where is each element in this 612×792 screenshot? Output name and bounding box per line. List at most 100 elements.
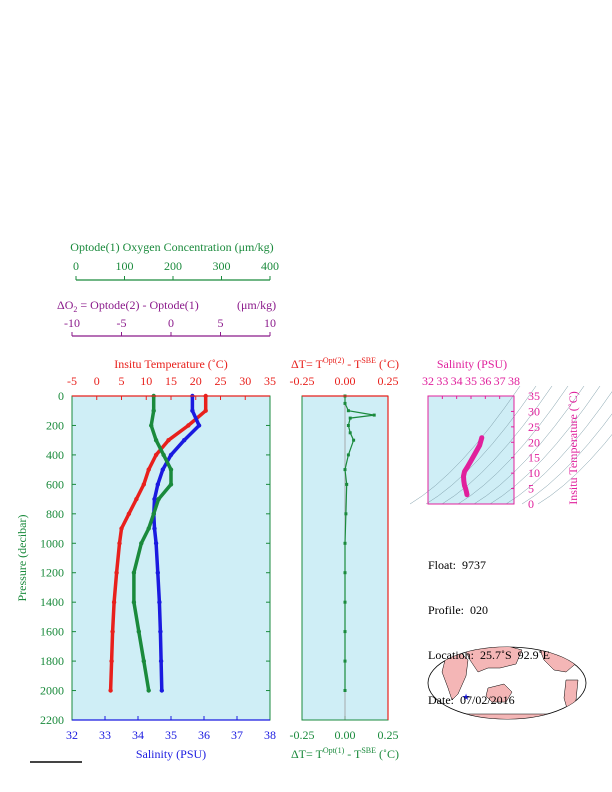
delta-t-top-tick-label: 0.25 — [378, 374, 399, 388]
temperature-point — [110, 629, 115, 634]
oxygen-point — [168, 467, 174, 472]
temperature-point — [146, 467, 151, 472]
profile-row: Profile: 020 — [428, 603, 488, 617]
oxygen-point — [151, 408, 156, 413]
delta-t-point — [372, 413, 376, 417]
delta-t-point — [343, 659, 347, 663]
temperature-point — [119, 526, 124, 531]
delta-t-bottom-tick-label: -0.25 — [290, 728, 315, 742]
salinity-point — [196, 423, 202, 428]
temperature-point — [108, 688, 113, 693]
pressure-tick-label: 1200 — [40, 566, 64, 580]
ts-y-title: Insitu Temperature (˚C) — [566, 391, 580, 505]
oxygen-point — [149, 423, 154, 428]
oxygen-point — [151, 511, 156, 516]
temperature-point — [134, 496, 139, 502]
temperature-point — [114, 570, 119, 575]
salinity-tick-label: 32 — [66, 728, 78, 742]
temperature-point — [186, 423, 191, 428]
pressure-tick-label: 200 — [46, 418, 64, 432]
oxygen-point — [168, 482, 174, 487]
delta-t-point — [345, 482, 349, 486]
ts-density-contour — [425, 385, 537, 505]
temperature-point — [166, 438, 171, 443]
delta-o2-legend-units: (μm/kg) — [237, 298, 276, 312]
ts-density-contour — [505, 391, 612, 505]
temperature-point — [111, 600, 117, 605]
salinity-tick-label: 35 — [165, 728, 177, 742]
oxygen-tick-label: 400 — [261, 259, 279, 273]
salinity-axis-title: Salinity (PSU) — [136, 747, 206, 761]
oxygen-point — [131, 600, 137, 605]
delta-t-point — [343, 541, 347, 545]
map-land-asia — [463, 647, 523, 673]
ts-x-tick-label: 36 — [479, 374, 491, 388]
ts-y-tick-label: 10 — [528, 466, 540, 480]
delta-t-point — [346, 453, 350, 457]
oxygen-tick-label: 100 — [116, 259, 134, 273]
ts-y-tick-label: 30 — [528, 404, 540, 418]
delta-t-line — [344, 396, 375, 691]
temperature-ticks: -5 0 5 10 15 20 25 30 35 — [67, 374, 276, 400]
delta-t-point — [343, 630, 347, 634]
salinity-profile-line — [152, 394, 201, 693]
salinity-tick-label: 37 — [231, 728, 243, 742]
oxygen-point — [141, 658, 146, 664]
oxygen-point — [156, 496, 161, 502]
pressure-tick-label: 2000 — [40, 684, 64, 698]
ts-density-contour — [457, 385, 569, 505]
pressure-ticks: 0 200 400 600 800 1000 1200 1400 1600 1800 2000 220… — [40, 389, 270, 727]
delta-o2-tick-label: 10 — [264, 316, 276, 330]
oxygen-point — [131, 570, 137, 575]
delta-t-point — [343, 689, 347, 692]
ts-plot: Salinity (PSU) 32 33 34 35 36 37 38 0510152025… — [409, 357, 612, 511]
ts-density-contour — [473, 385, 585, 505]
ts-point — [461, 474, 466, 479]
ts-x-tick-label: 33 — [436, 374, 448, 388]
oxygen-point — [146, 688, 151, 693]
salinity-point — [157, 600, 162, 605]
float-info: Float: 9737 Profile: 020 Location: 25.7˚… — [428, 528, 550, 723]
delta-t-plot: ΔT= TOpt(2) - TSBE (˚C) -0.25 0.00 0.25 -0… — [290, 356, 400, 761]
pressure-tick-label: 1000 — [40, 536, 64, 550]
ts-point — [479, 435, 484, 440]
delta-t-bottom-title: ΔT= TOpt(1) - TSBE (˚C) — [291, 746, 399, 761]
float-location-marker: ★ — [462, 693, 470, 703]
delta-o2-tick-label: -10 — [64, 316, 80, 330]
temperature-tick-label: 30 — [239, 374, 251, 388]
ts-title: Salinity (PSU) — [437, 357, 507, 371]
main-plot: Insitu Temperature (˚C) -5 0 5 10 15 20 25 30 35… — [15, 357, 276, 761]
ts-y-tick-label: 15 — [528, 451, 540, 465]
temperature-point — [141, 482, 146, 487]
delta-o2-legend-ticks: -10 -5 0 5 10 — [64, 316, 276, 336]
delta-o2-tick-label: 5 — [218, 316, 224, 330]
pressure-tick-label: 1800 — [40, 654, 64, 668]
delta-t-point — [348, 416, 352, 420]
salinity-point — [152, 526, 157, 531]
ts-point — [461, 478, 466, 484]
ts-density-contour — [521, 413, 612, 505]
map-land-greenland — [555, 647, 567, 653]
pressure-axis-title: Pressure (decibar) — [15, 515, 29, 602]
location-row: Location: 25.7˚S 92.9˚E — [428, 648, 550, 662]
ts-y-tick-label: 25 — [528, 420, 540, 434]
ts-y-tick-label: 5 — [528, 482, 534, 496]
ts-point — [465, 464, 470, 470]
delta-t-top-title: ΔT= TOpt(2) - TSBE (˚C) — [291, 356, 399, 371]
salinity-point — [158, 629, 163, 634]
ts-x-tick-label: 32 — [422, 374, 434, 388]
ts-density-contour — [489, 385, 601, 505]
delta-t-point — [346, 409, 350, 413]
ts-x-tick-label: 38 — [508, 374, 520, 388]
date-row: Date: 07/02/2016 — [428, 693, 515, 707]
temperature-tick-label: 15 — [165, 374, 177, 388]
salinity-point — [182, 438, 187, 443]
main-series — [108, 393, 208, 693]
delta-t-point — [343, 571, 347, 575]
pressure-tick-label: 600 — [46, 477, 64, 491]
pressure-tick-label: 800 — [46, 507, 64, 521]
salinity-tick-label: 36 — [198, 728, 210, 742]
ts-density-contour — [441, 385, 553, 505]
